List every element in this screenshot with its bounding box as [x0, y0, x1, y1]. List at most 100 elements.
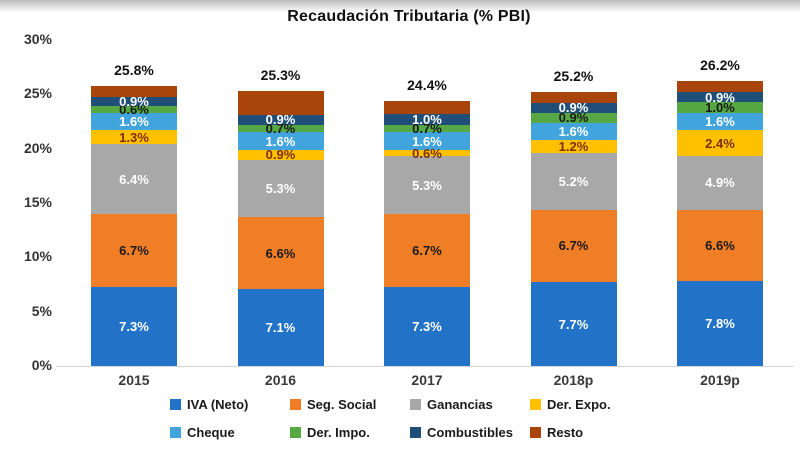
legend-color-swatch [170, 426, 181, 438]
legend-color-swatch [290, 426, 301, 438]
legend-item: Der. Expo. [530, 397, 650, 412]
bar-segment-label: 1.6% [412, 133, 442, 149]
legend-item: Seg. Social [290, 397, 410, 412]
bar-segment: 1.6% [91, 112, 177, 131]
bar-segment: 1.3% [91, 129, 177, 145]
chart-title: Recaudación Tributaria (% PBI) [287, 8, 531, 25]
legend-color-swatch [530, 398, 541, 410]
bar-segment-label: 0.7% [412, 121, 442, 137]
legend-row: IVA (Neto) Seg. Social Ganancias Der. Expo. [170, 395, 790, 413]
legend: IVA (Neto) Seg. Social Ganancias Der. Expo.… [170, 395, 790, 441]
bar-segment-label: 5.3% [265, 180, 296, 196]
legend-item: IVA (Neto) [170, 397, 290, 412]
bar-segment-label: 0.9% [265, 147, 296, 163]
bar-segment: 1.2% [530, 140, 617, 154]
bar-segment [237, 91, 324, 116]
bar-segment: 0.7% [384, 121, 470, 137]
legend-color-swatch [290, 398, 301, 410]
bar-segment-label: 1.6% [558, 123, 589, 139]
bar-segment-label: 5.2% [558, 173, 589, 189]
bar-segment [677, 81, 763, 93]
y-tick-label: 5% [31, 302, 52, 319]
bar-segment-label: 7.8% [705, 316, 735, 332]
bar-segment: 7.8% [677, 281, 763, 366]
y-tick-label: 15% [23, 194, 52, 210]
bar-segment: 6.7% [91, 213, 177, 287]
stacked-bar: 7.3% 6.7% 5.3% 0.6% 1.6% 0.7% 1.0% [384, 100, 470, 366]
bar-segment: 2.4% [677, 130, 763, 157]
bar-segment-label: 1.6% [119, 114, 149, 130]
bar-segment: 6.4% [91, 144, 177, 214]
legend-label: Der. Impo. [307, 424, 370, 440]
x-axis-label: 2016 [264, 372, 297, 388]
bar-segment: 0.9% [530, 102, 617, 114]
bar-segment-label: 6.6% [265, 245, 296, 261]
x-axis-label: 2017 [411, 372, 443, 388]
bar-segment-label: 0.6% [119, 102, 149, 118]
bar-segment-label: 7.3% [412, 318, 442, 334]
bar-segment-label: 0.6% [412, 145, 442, 161]
bar-segment-label: 4.9% [705, 175, 735, 191]
legend-item: Cheque [170, 425, 290, 440]
legend-label: Cheque [187, 424, 235, 440]
legend-item: Combustibles [410, 425, 530, 440]
bar-segment-label: 1.0% [412, 111, 442, 127]
bar-segment-label: 0.7% [265, 121, 296, 137]
stacked-bar: 7.8% 6.6% 4.9% 2.4% 1.6% 1.0% 0.9% [677, 81, 763, 366]
bar-segment-label: 7.3% [119, 318, 149, 334]
bar-segment: 1.6% [384, 132, 470, 150]
bar-segment-label: 1.3% [119, 129, 149, 145]
bar-segment-label: 1.6% [265, 133, 296, 149]
y-tick-label: 20% [23, 139, 52, 156]
bar-segment-label: 1.6% [705, 114, 735, 130]
bar-segment: 0.9% [237, 112, 324, 128]
bar-segment-label: 7.1% [265, 319, 296, 335]
bar-segment [530, 92, 617, 104]
bar-segment [91, 85, 177, 97]
y-tick-label: 10% [23, 248, 52, 265]
top-border-strip [0, 0, 800, 13]
bar-segment: 1.0% [677, 101, 763, 114]
legend-label: Seg. Social [307, 396, 377, 412]
bar-segment: 0.6% [384, 145, 470, 161]
bar-segment-label: 0.9% [705, 89, 735, 105]
bar-segment: 1.6% [237, 132, 324, 150]
bar-segment: 7.3% [384, 286, 470, 366]
legend-color-swatch [530, 426, 541, 438]
bar-segment-label: 6.6% [705, 237, 735, 253]
bar-segment: 6.6% [677, 209, 763, 282]
bar-segment: 4.9% [677, 156, 763, 210]
legend-item: Ganancias [410, 397, 530, 412]
legend-label: Combustibles [427, 424, 513, 440]
legend-color-swatch [410, 398, 421, 410]
bar-segment-label: 6.7% [119, 242, 149, 258]
x-axis-label: 2015 [118, 372, 150, 388]
bar-segment-label: 7.7% [558, 316, 589, 332]
x-axis-label: 2018p [553, 372, 594, 388]
bar-segment: 6.6% [237, 217, 324, 289]
bar-total-label: 25.3% [260, 67, 301, 84]
bar-segment: 0.9% [237, 147, 324, 163]
bar-segment-label: 6.7% [412, 242, 442, 258]
legend-label: Ganancias [427, 396, 493, 412]
x-axis-label: 2019p [700, 372, 740, 388]
bar-segment-label: 6.4% [119, 171, 149, 187]
bar-total-label: 25.8% [114, 61, 154, 78]
y-tick-label: 0% [31, 357, 52, 373]
bar-segment [384, 100, 470, 114]
legend-item: Resto [530, 425, 650, 440]
bar-segment-label: 6.7% [558, 238, 589, 254]
bar-segment: 7.3% [91, 286, 177, 366]
bar-segment: 5.3% [237, 159, 324, 218]
bar-segment: 7.1% [237, 288, 324, 366]
y-tick-label: 30% [23, 31, 52, 47]
bar-segment: 5.2% [530, 153, 617, 210]
legend-label: Der. Expo. [547, 396, 611, 412]
bar-segment: 0.9% [91, 95, 177, 108]
legend-label: Resto [547, 424, 584, 440]
bar-segment-label: 0.9% [265, 112, 296, 128]
legend-color-swatch [410, 426, 421, 438]
bar-total-label: 26.2% [700, 57, 740, 74]
stacked-bar: 7.3% 6.7% 6.4% 1.3% 1.6% 0.6% 0.9% [91, 85, 177, 366]
